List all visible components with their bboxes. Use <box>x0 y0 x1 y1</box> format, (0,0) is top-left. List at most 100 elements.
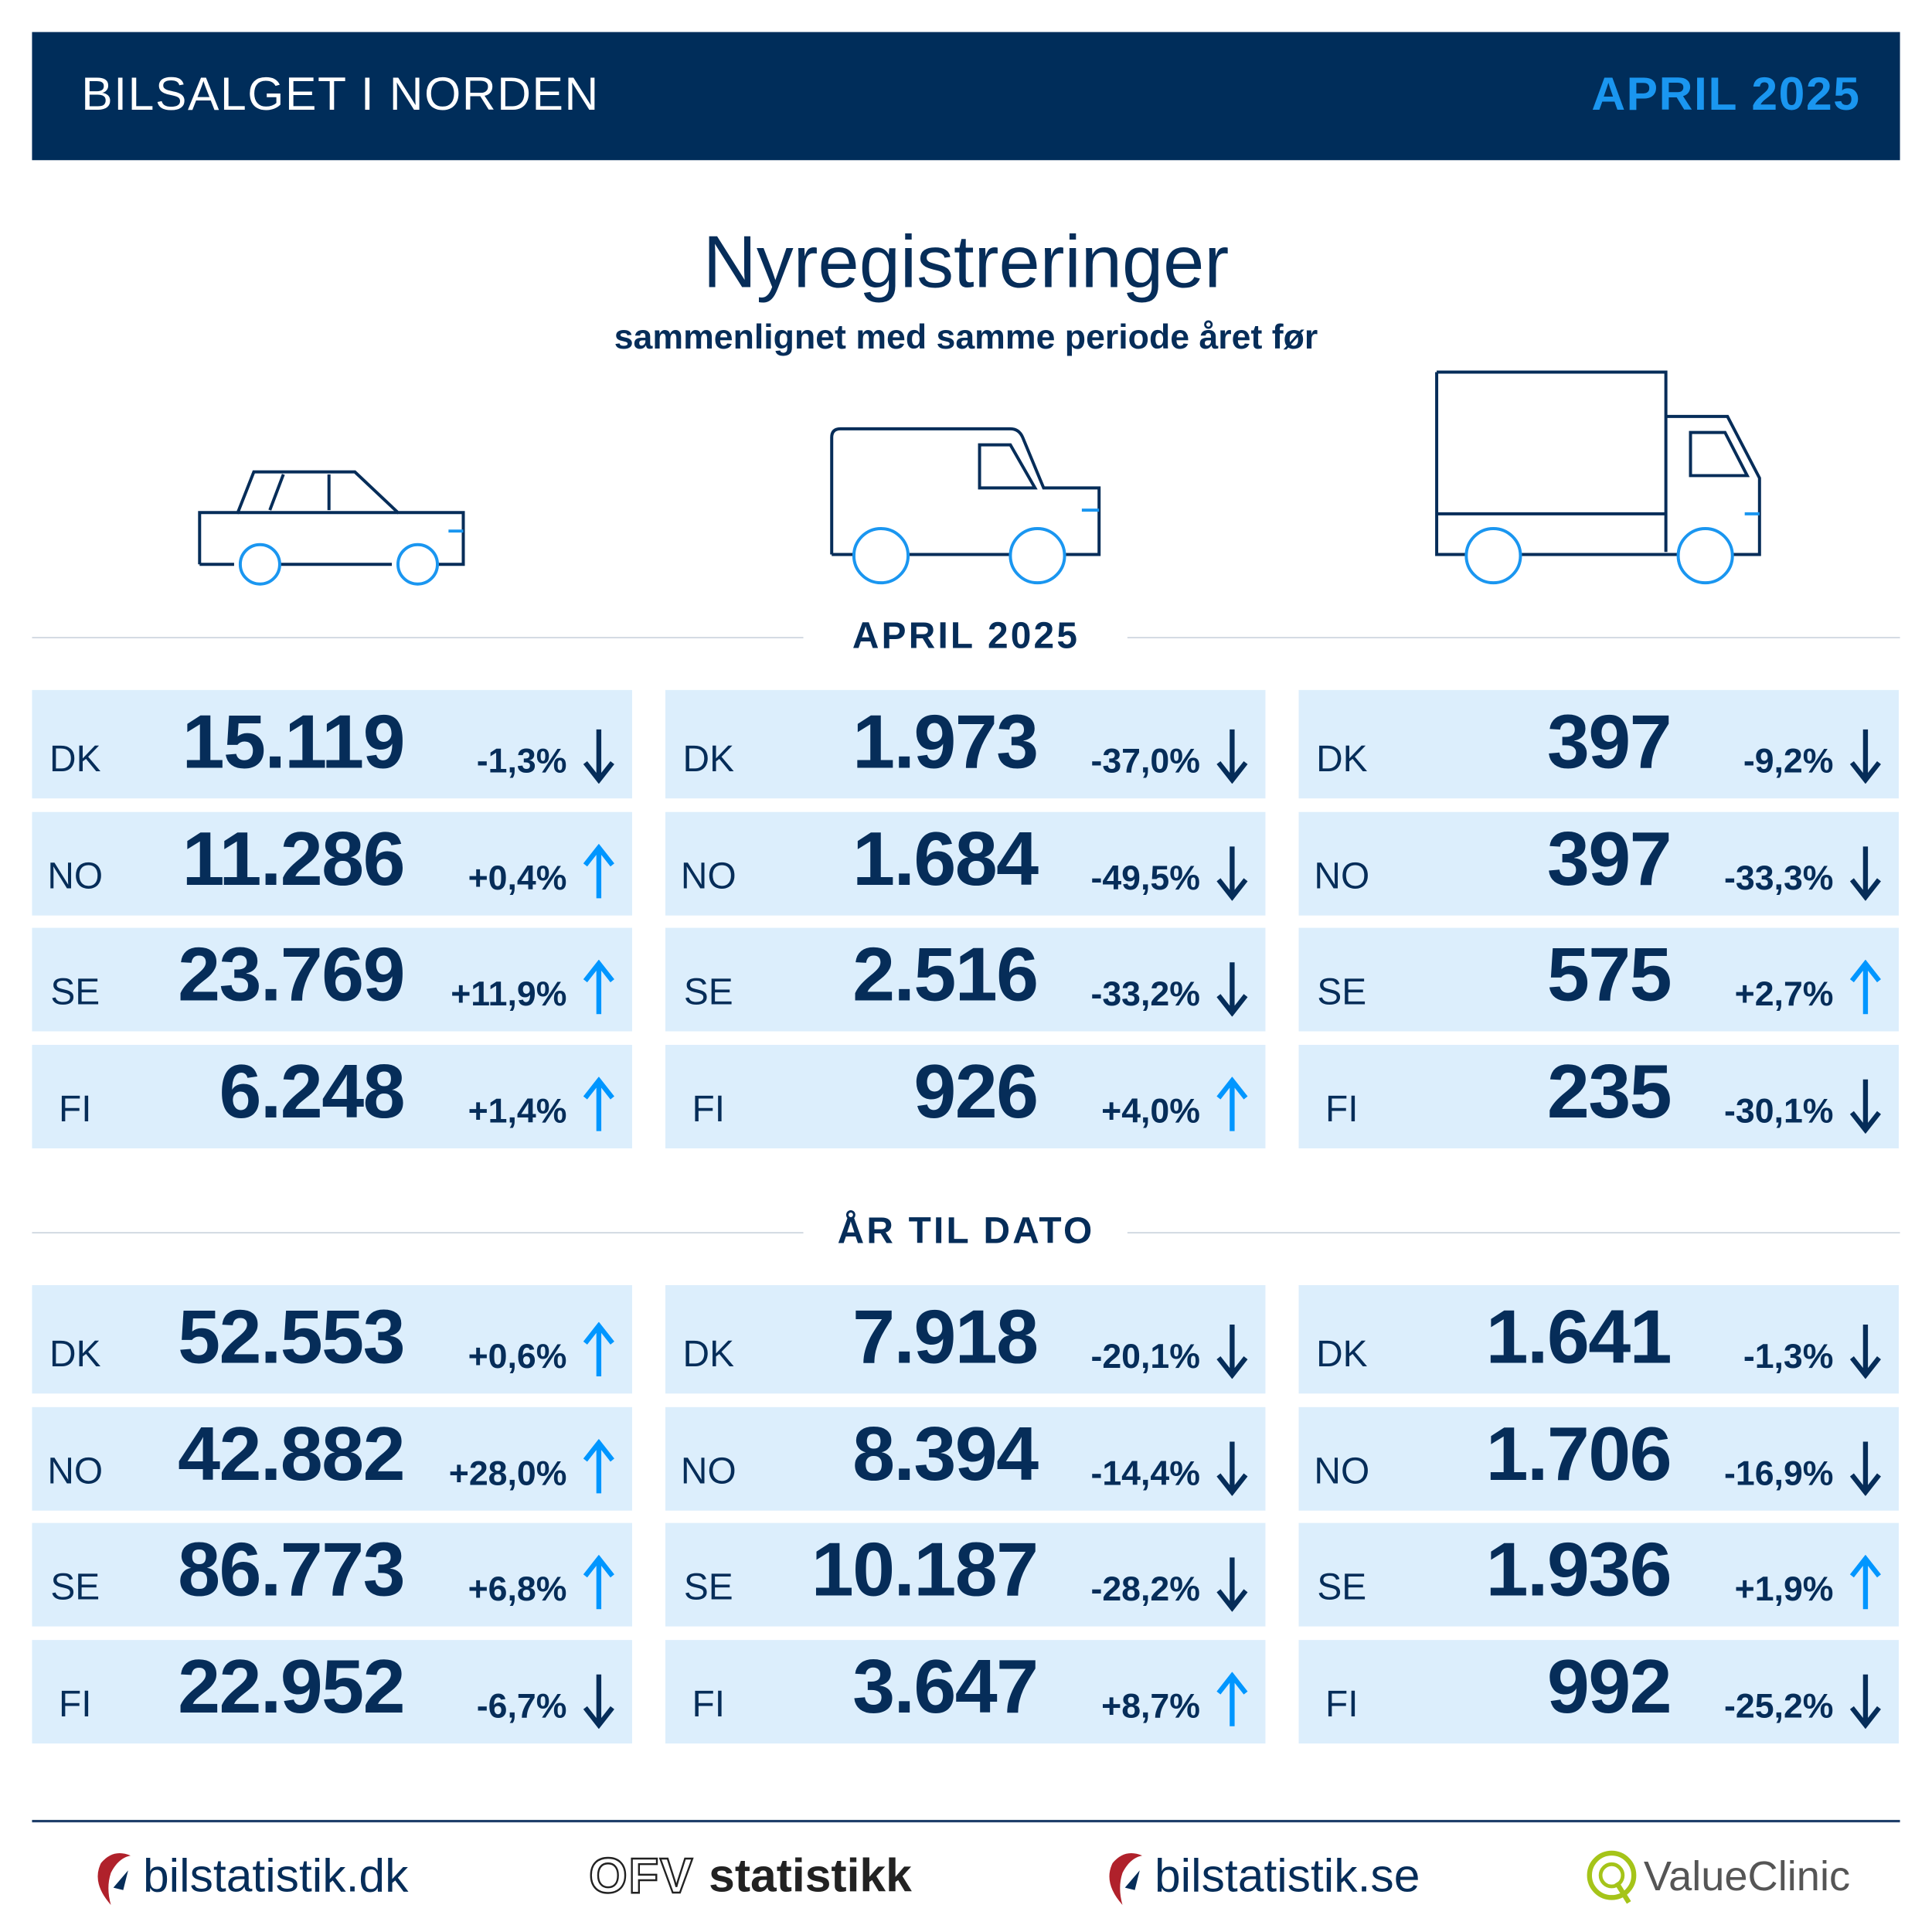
arrow-down-icon <box>1216 846 1248 901</box>
footer-divider <box>32 1819 1900 1823</box>
arrow-up-icon <box>1216 1077 1248 1131</box>
registration-count: 1.641 <box>1485 1294 1672 1380</box>
arrow-up-icon <box>1216 1672 1248 1726</box>
country-code: FI <box>1325 1089 1359 1131</box>
change-percent: -1,3% <box>1743 1336 1834 1376</box>
divider <box>1127 1232 1900 1233</box>
change-percent: -30,1% <box>1724 1091 1834 1131</box>
change-percent: +4,0% <box>1101 1091 1200 1131</box>
country-code: NO <box>1314 856 1370 897</box>
registration-count: 2.516 <box>852 932 1039 1018</box>
car-icon <box>198 470 465 586</box>
country-code: SE <box>683 1567 733 1608</box>
change-percent: +0,4% <box>468 859 567 897</box>
arrow-up-icon <box>1849 1555 1881 1610</box>
ofv-mark: OFV <box>588 1848 695 1904</box>
arrow-up-icon <box>1849 960 1881 1015</box>
stat-row: DK 1.973 -37,0% <box>665 689 1266 799</box>
stat-row: DK 397 -9,2% <box>1298 689 1899 799</box>
registration-count: 42.882 <box>178 1412 405 1498</box>
registration-count: 397 <box>1546 817 1672 903</box>
stat-row: NO 397 -33,3% <box>1298 811 1899 916</box>
divider <box>32 637 804 638</box>
stat-row: SE 86.773 +6,8% <box>32 1522 632 1627</box>
stat-row: NO 1.684 -49,5% <box>665 811 1266 916</box>
registration-count: 8.394 <box>852 1412 1039 1498</box>
country-code: SE <box>1317 1567 1367 1608</box>
arrow-down-icon <box>1216 1324 1248 1379</box>
stat-row: NO 1.706 -16,9% <box>1298 1406 1899 1511</box>
stat-row: FI 3.647 +8,7% <box>665 1640 1266 1744</box>
bilstatistik-se-icon <box>1109 1852 1143 1905</box>
change-percent: -16,9% <box>1724 1454 1834 1492</box>
arrow-down-icon <box>1849 1324 1881 1379</box>
section-label: APRIL 2025 <box>852 616 1080 657</box>
logo-text: bilstatistik.se <box>1154 1849 1420 1902</box>
country-code: DK <box>1316 739 1368 781</box>
stat-row: SE 575 +2,7% <box>1298 927 1899 1032</box>
change-percent: +28,0% <box>448 1454 567 1492</box>
change-percent: +1,9% <box>1734 1570 1834 1608</box>
country-code: SE <box>50 1567 100 1608</box>
header-period: APRIL 2025 <box>1591 69 1861 121</box>
change-percent: -9,2% <box>1743 741 1834 781</box>
change-percent: -37,0% <box>1090 741 1200 781</box>
arrow-up-icon <box>583 1321 614 1376</box>
stat-row: FI 6.248 +1,4% <box>32 1045 632 1148</box>
registration-count: 86.773 <box>178 1528 405 1614</box>
logo-ofv-statistikk[interactable]: OFV statistikk <box>588 1842 912 1911</box>
registration-count: 575 <box>1546 932 1672 1018</box>
change-percent: -49,5% <box>1090 859 1200 897</box>
registration-count: 10.187 <box>811 1528 1039 1614</box>
country-code: FI <box>1325 1684 1359 1726</box>
logo-bilstatistik-dk[interactable]: bilstatistik.dk <box>89 1842 408 1911</box>
arrow-up-icon <box>583 1077 614 1131</box>
registration-count: 1.936 <box>1485 1528 1672 1614</box>
country-code: DK <box>682 739 735 781</box>
arrow-down-icon <box>1849 846 1881 901</box>
change-percent: +6,8% <box>468 1570 567 1608</box>
valueclinic-icon <box>1587 1850 1637 1904</box>
stat-row: FI 22.952 -6,7% <box>32 1640 632 1744</box>
registration-count: 1.973 <box>852 699 1039 785</box>
country-code: SE <box>50 971 100 1013</box>
country-code: FI <box>692 1684 726 1726</box>
stat-row: SE 2.516 -33,2% <box>665 927 1266 1032</box>
country-code: NO <box>47 856 104 897</box>
registration-count: 52.553 <box>178 1294 405 1380</box>
logo-text: statistikk <box>709 1849 912 1902</box>
registration-count: 7.918 <box>852 1294 1039 1380</box>
registration-count: 1.684 <box>852 817 1039 903</box>
section-heading: ÅR TIL DATO <box>32 1209 1900 1258</box>
section-heading: APRIL 2025 <box>32 614 1900 663</box>
stat-row: FI 992 -25,2% <box>1298 1640 1899 1744</box>
logo-text: ValueClinic <box>1643 1852 1851 1900</box>
van-icon <box>830 427 1101 585</box>
stat-row: FI 926 +4,0% <box>665 1045 1266 1148</box>
stat-row: DK 1.641 -1,3% <box>1298 1284 1899 1394</box>
country-code: DK <box>49 739 101 781</box>
section-label: ÅR TIL DATO <box>837 1211 1095 1252</box>
arrow-up-icon <box>583 1555 614 1610</box>
registration-count: 11.286 <box>182 817 406 903</box>
logo-valueclinic[interactable]: ValueClinic <box>1584 1842 1850 1911</box>
arrow-down-icon <box>1216 729 1248 784</box>
country-code: FI <box>692 1089 726 1131</box>
bilstatistik-dk-icon <box>97 1852 131 1905</box>
country-code: FI <box>58 1684 92 1726</box>
registration-count: 235 <box>1546 1049 1672 1135</box>
change-percent: +11,9% <box>451 975 567 1013</box>
arrow-up-icon <box>583 844 614 899</box>
registration-count: 23.769 <box>178 932 405 1018</box>
logo-bilstatistik-se[interactable]: bilstatistik.se <box>1100 1842 1420 1911</box>
stat-row: SE 23.769 +11,9% <box>32 927 632 1032</box>
country-code: FI <box>58 1089 92 1131</box>
stat-row: DK 7.918 -20,1% <box>665 1284 1266 1394</box>
arrow-down-icon <box>583 1674 614 1729</box>
header-title: BILSALGET I NORDEN <box>81 69 600 121</box>
country-code: SE <box>683 971 733 1013</box>
stat-row: NO 11.286 +0,4% <box>32 811 632 916</box>
change-percent: -1,3% <box>476 741 567 781</box>
country-code: NO <box>47 1451 104 1492</box>
